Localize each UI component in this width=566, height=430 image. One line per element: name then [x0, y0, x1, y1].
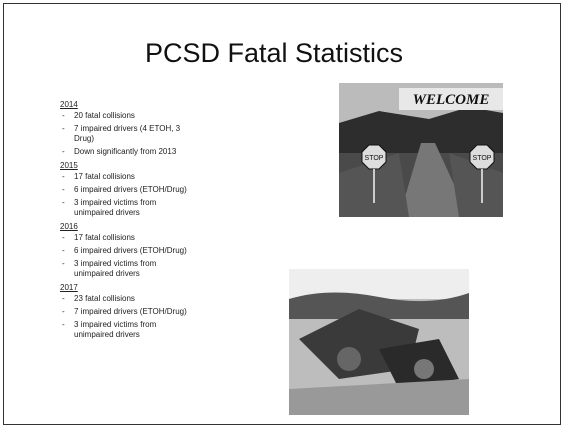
- statistics-list: 201420 fatal collisions 7 impaired driver…: [60, 98, 190, 343]
- bullet-item: 20 fatal collisions: [60, 111, 190, 121]
- bullet-item: 17 fatal collisions: [60, 172, 190, 182]
- bullet-item: 3 impaired victims from unimpaired drive…: [60, 320, 190, 340]
- bullet-item: 6 impaired drivers (ETOH/Drug): [60, 185, 190, 195]
- photo-welcome: WELCOME STOP STOP: [339, 83, 503, 217]
- bullet-item: 23 fatal collisions: [60, 294, 190, 304]
- year-heading: 2016: [60, 221, 190, 233]
- bullet-item: 3 impaired victims from unimpaired drive…: [60, 259, 190, 279]
- stop-sign: STOP: [473, 155, 492, 162]
- slide: PCSD Fatal Statistics 201420 fatal colli…: [3, 3, 561, 425]
- bullet-item: 7 impaired drivers (ETOH/Drug): [60, 307, 190, 317]
- welcome-sign: WELCOME: [413, 92, 490, 108]
- year-heading: 2014: [60, 99, 190, 111]
- year-heading: 2017: [60, 282, 190, 294]
- photo-crash: [289, 269, 469, 415]
- year-heading: 2015: [60, 160, 190, 172]
- bullet-item: 6 impaired drivers (ETOH/Drug): [60, 246, 190, 256]
- slide-title: PCSD Fatal Statistics: [4, 38, 544, 69]
- bullet-item: Down significantly from 2013: [60, 147, 190, 157]
- bullet-item: 17 fatal collisions: [60, 233, 190, 243]
- bullet-item: 3 impaired victims from unimpaired drive…: [60, 198, 190, 218]
- stop-sign: STOP: [365, 155, 384, 162]
- bullet-item: 7 impaired drivers (4 ETOH, 3 Drug): [60, 124, 190, 144]
